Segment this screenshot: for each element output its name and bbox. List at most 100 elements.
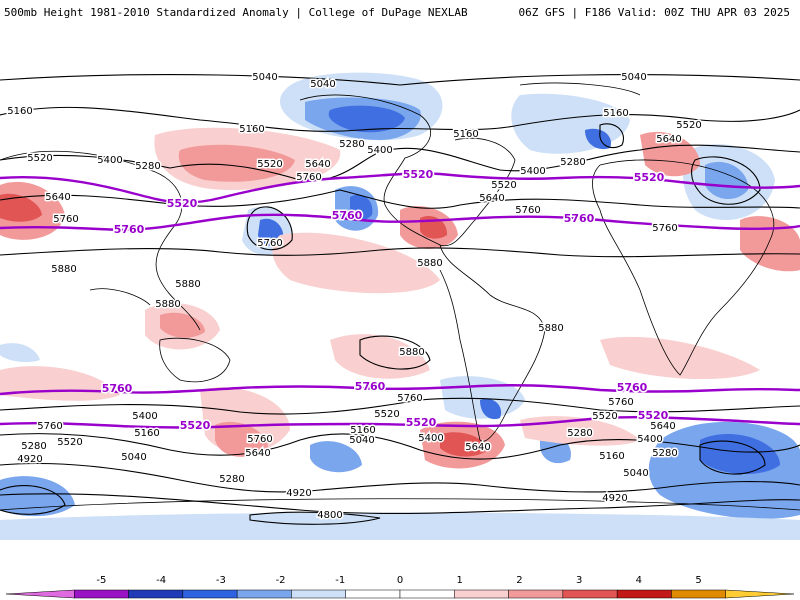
height-contour-label: 5280 <box>652 448 677 459</box>
reference-contour-label: 5760 <box>355 380 386 393</box>
contour-closed-low-europe <box>691 156 761 205</box>
contour-5760-purple-south <box>0 384 800 396</box>
contour-closed-low-atlantic <box>599 123 624 149</box>
height-contour-label: 5520 <box>676 120 701 131</box>
height-contour-label: 5760 <box>652 223 677 234</box>
contour-5040-south <box>0 462 800 493</box>
colorbar-tick-label: -5 <box>96 575 106 586</box>
africa-europe-coast <box>592 159 774 376</box>
contour-4920-south <box>0 493 800 515</box>
height-contour-label: 5280 <box>567 428 592 439</box>
colorbar-segment <box>508 589 564 599</box>
height-contour-label: 5400 <box>418 433 443 444</box>
height-contour-label: 5640 <box>465 442 490 453</box>
height-contour-label: 5760 <box>247 434 272 445</box>
contour-5880-closed <box>359 335 431 370</box>
contour-4800-closed <box>249 511 381 525</box>
height-contour-label: 5880 <box>538 323 563 334</box>
height-contour-label: 5280 <box>339 139 364 150</box>
contour-5760-purple-north <box>0 213 800 232</box>
height-contour-label: 5280 <box>21 441 46 452</box>
height-contour-label: 5640 <box>479 193 504 204</box>
asia-coast <box>0 150 201 331</box>
height-contour-label: 5520 <box>57 437 82 448</box>
contour-closed-low-south-indian <box>699 440 766 475</box>
contour-5520-south <box>0 397 800 415</box>
reference-contour-label: 5760 <box>617 381 648 394</box>
colorbar-segments <box>5 589 795 599</box>
colorbar-tick-label: -1 <box>335 575 345 586</box>
colorbar-segment <box>725 589 795 599</box>
colorbar-tick-label: 0 <box>397 575 403 586</box>
height-contours <box>0 73 800 525</box>
height-contour-label: 5760 <box>257 238 282 249</box>
anomaly-map: 5040 5040 5040 5160 5160 5160 5160 5520 5640 5520… <box>0 40 800 540</box>
height-contour-label: 5400 <box>637 434 662 445</box>
contour-5040-north <box>0 73 800 86</box>
south-america-coast <box>439 244 546 442</box>
colorbar-segment <box>671 589 726 599</box>
colorbar-tick-label: 2 <box>516 575 522 586</box>
height-contour-label: 5280 <box>219 474 244 485</box>
height-contour-label: 5040 <box>310 79 335 90</box>
colorbar-segment <box>454 589 509 599</box>
positive-anomaly-shading <box>0 127 800 469</box>
height-contour-label: 5400 <box>367 145 392 156</box>
height-contour-label: 5520 <box>374 409 399 420</box>
reference-contour-label: 5760 <box>332 209 363 222</box>
negative-anomaly-shading <box>0 72 800 540</box>
contour-closed-low-pacific <box>246 206 293 251</box>
colorbar-segment <box>128 589 184 599</box>
colorbar-segment <box>182 589 238 599</box>
australia-coast <box>159 337 231 383</box>
height-contour-label: 5160 <box>350 425 375 436</box>
reference-contour-label: 5760 <box>102 382 133 395</box>
height-contour-label: 4920 <box>286 488 311 499</box>
height-contour-label: 4920 <box>602 493 627 504</box>
reference-contour-label: 5520 <box>638 409 669 422</box>
colorbar-tick-label: -3 <box>216 575 226 586</box>
antarctica-coast <box>0 498 800 511</box>
reference-contour-label: 5520 <box>406 416 437 429</box>
height-contour-label: 5640 <box>245 448 270 459</box>
height-contour-label: 5520 <box>257 159 282 170</box>
reference-contour-label: 5520 <box>403 168 434 181</box>
reference-contour-label: 5520 <box>180 419 211 432</box>
height-contour-label: 5760 <box>37 421 62 432</box>
height-contour-label: 5160 <box>7 106 32 117</box>
height-contour-label: 5160 <box>599 451 624 462</box>
contour-closed-low-sw <box>0 485 66 515</box>
colorbar-tick-label: -2 <box>276 575 286 586</box>
contour-5520-purple-north <box>0 172 800 204</box>
greenland-coast <box>519 82 641 96</box>
height-contour-label: 5400 <box>520 166 545 177</box>
reference-contour-label: 5760 <box>564 212 595 225</box>
colorbar-ticks: -5 -4 -3 -2 -1 0 1 2 3 4 5 <box>96 575 701 586</box>
colorbar-tick-label: 4 <box>636 575 642 586</box>
height-contour-label: 5040 <box>621 72 646 83</box>
height-contour-label: 5640 <box>45 192 70 203</box>
height-contour-label: 5640 <box>656 134 681 145</box>
reference-contour-label: 5760 <box>114 223 145 236</box>
height-contour-label: 5520 <box>27 153 52 164</box>
height-contour-label: 5160 <box>134 428 159 439</box>
colorbar-segment <box>236 589 292 599</box>
height-contour-label: 5040 <box>623 468 648 479</box>
indonesia-coast <box>89 288 151 306</box>
height-contour-label: 5760 <box>515 205 540 216</box>
contour-5160-north <box>0 106 800 132</box>
contour-5640-north <box>0 189 800 209</box>
height-contour-label: 5040 <box>349 435 374 446</box>
height-contour-label: 5760 <box>608 397 633 408</box>
colorbar-tick-label: 1 <box>457 575 463 586</box>
height-contour-label: 5760 <box>296 172 321 183</box>
height-contour-label: 5160 <box>239 124 264 135</box>
height-contour-label: 5640 <box>305 159 330 170</box>
contour-5400-south <box>0 433 800 460</box>
colorbar-segment <box>345 589 401 599</box>
height-contour-label: 5880 <box>155 299 180 310</box>
colorbar-segment <box>291 589 346 599</box>
height-contour-label: 5760 <box>397 393 422 404</box>
